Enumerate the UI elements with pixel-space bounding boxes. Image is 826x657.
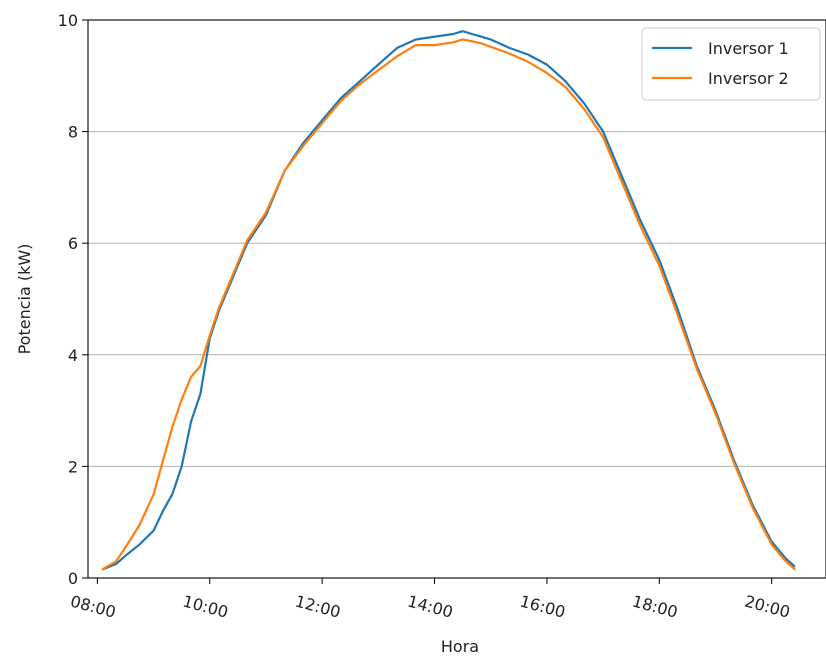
y-axis-ticks: 0 2 4 6 8 10 — [58, 11, 88, 588]
legend-label-1: Inversor 1 — [708, 39, 789, 58]
x-tick-label: 08:00 — [68, 592, 117, 622]
x-tick-label: 14:00 — [405, 592, 454, 622]
y-tick-label: 6 — [68, 234, 78, 253]
x-axis-title: Hora — [441, 637, 479, 656]
x-tick-label: 16:00 — [518, 592, 567, 622]
y-tick-label: 8 — [68, 123, 78, 142]
y-tick-label: 2 — [68, 457, 78, 476]
y-tick-label: 10 — [58, 11, 78, 30]
series-line-1 — [101, 30, 796, 571]
y-tick-label: 0 — [68, 569, 78, 588]
x-tick-label: 20:00 — [743, 592, 792, 622]
legend-box — [641, 27, 821, 101]
x-tick-label: 18:00 — [630, 592, 679, 622]
y-axis-title: Potencia (kW) — [15, 244, 34, 355]
plot-frame — [87, 19, 826, 579]
y-tick-label: 4 — [68, 346, 78, 365]
x-axis-ticks: 08:00 10:00 12:00 14:00 16:00 18:00 20:00 — [68, 578, 792, 622]
x-tick-label: 10:00 — [181, 592, 230, 622]
legend-label-2: Inversor 2 — [708, 69, 789, 88]
x-tick-label: 12:00 — [293, 592, 342, 622]
series-line-2 — [101, 38, 796, 571]
series-lines — [101, 30, 796, 571]
gridlines — [88, 131, 826, 467]
legend: Inversor 1 Inversor 2 — [641, 27, 821, 101]
